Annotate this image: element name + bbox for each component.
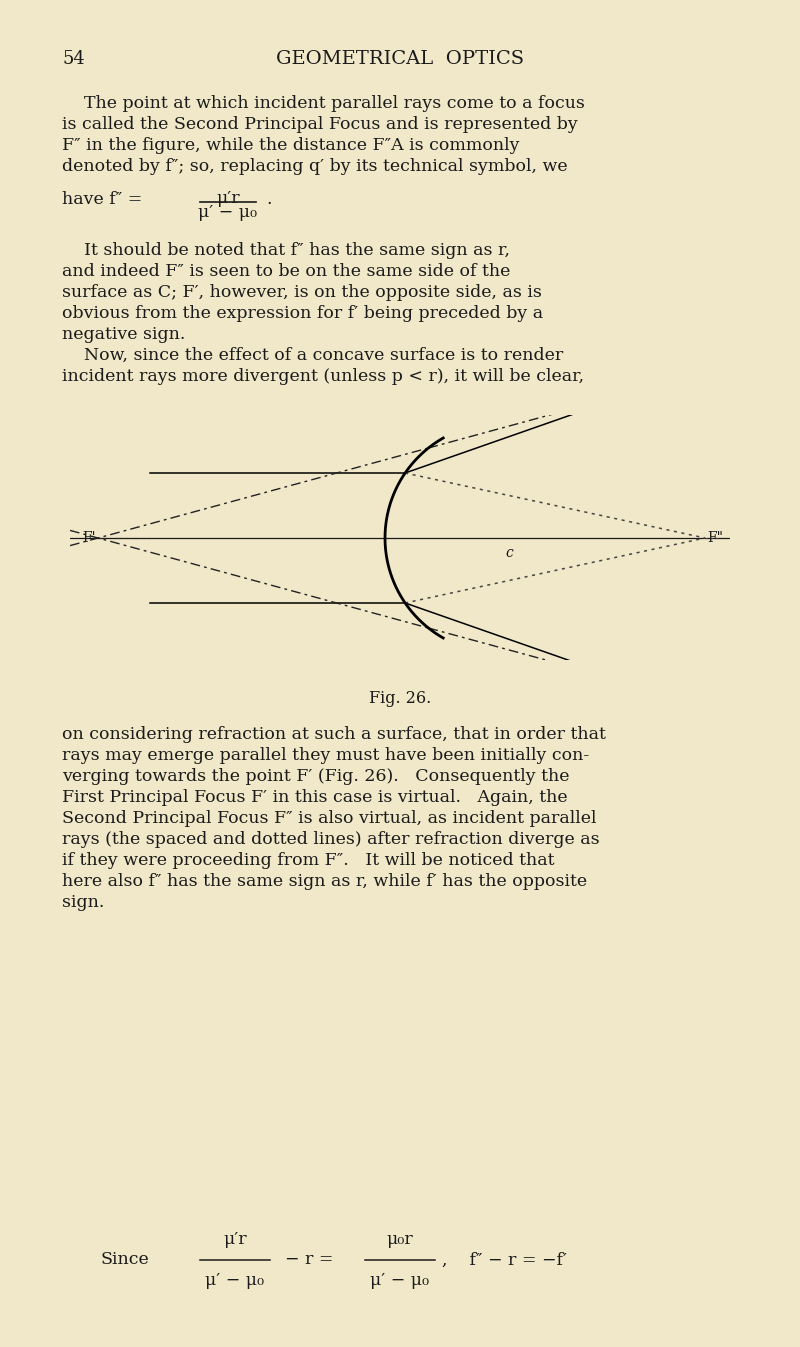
- Text: μ′ − μ₀: μ′ − μ₀: [206, 1272, 265, 1289]
- Text: ,    f″ − r = −f′: , f″ − r = −f′: [442, 1251, 567, 1269]
- Text: Now, since the effect of a concave surface is to render: Now, since the effect of a concave surfa…: [62, 348, 563, 364]
- Text: here also f″ has the same sign as r, while f′ has the opposite: here also f″ has the same sign as r, whi…: [62, 873, 587, 890]
- Text: is called the Second Principal Focus and is represented by: is called the Second Principal Focus and…: [62, 116, 578, 133]
- Text: First Principal Focus F′ in this case is virtual.   Again, the: First Principal Focus F′ in this case is…: [62, 789, 568, 806]
- Text: F″ in the figure, while the distance F″A is commonly: F″ in the figure, while the distance F″A…: [62, 137, 519, 154]
- Text: rays may emerge parallel they must have been initially con-: rays may emerge parallel they must have …: [62, 748, 590, 764]
- Text: if they were proceeding from F″.   It will be noticed that: if they were proceeding from F″. It will…: [62, 853, 554, 869]
- Text: μ′ − μ₀: μ′ − μ₀: [370, 1272, 430, 1289]
- Text: Since: Since: [100, 1251, 149, 1269]
- Text: Second Principal Focus F″ is also virtual, as incident parallel: Second Principal Focus F″ is also virtua…: [62, 810, 597, 827]
- Text: μ′r: μ′r: [223, 1231, 247, 1249]
- Text: c: c: [505, 546, 513, 560]
- Text: rays (the spaced and dotted lines) after refraction diverge as: rays (the spaced and dotted lines) after…: [62, 831, 600, 849]
- Text: μ′ − μ₀: μ′ − μ₀: [198, 203, 258, 221]
- Text: obvious from the expression for f′ being preceded by a: obvious from the expression for f′ being…: [62, 304, 543, 322]
- Text: surface as C; F′, however, is on the opposite side, as is: surface as C; F′, however, is on the opp…: [62, 284, 542, 300]
- Text: F': F': [82, 531, 96, 546]
- Text: μ′r: μ′r: [216, 190, 240, 207]
- Text: and indeed F″ is seen to be on the same side of the: and indeed F″ is seen to be on the same …: [62, 263, 510, 280]
- Text: μ₀r: μ₀r: [386, 1231, 414, 1249]
- Text: have f″ =: have f″ =: [62, 191, 148, 209]
- Text: Fig. 26.: Fig. 26.: [369, 690, 431, 707]
- Text: incident rays more divergent (unless p < r), it will be clear,: incident rays more divergent (unless p <…: [62, 368, 584, 385]
- Text: denoted by f″; so, replacing q′ by its technical symbol, we: denoted by f″; so, replacing q′ by its t…: [62, 158, 568, 175]
- Text: 54: 54: [62, 50, 85, 67]
- Text: The point at which incident parallel rays come to a focus: The point at which incident parallel ray…: [62, 96, 585, 112]
- Text: It should be noted that f″ has the same sign as r,: It should be noted that f″ has the same …: [62, 242, 510, 259]
- Text: verging towards the point F′ (Fig. 26).   Consequently the: verging towards the point F′ (Fig. 26). …: [62, 768, 570, 785]
- Text: GEOMETRICAL  OPTICS: GEOMETRICAL OPTICS: [276, 50, 524, 67]
- Text: F": F": [707, 531, 723, 546]
- Text: − r =: − r =: [285, 1251, 334, 1269]
- Text: negative sign.: negative sign.: [62, 326, 186, 343]
- Text: .: .: [266, 191, 271, 209]
- Text: on considering refraction at such a surface, that in order that: on considering refraction at such a surf…: [62, 726, 606, 744]
- Text: sign.: sign.: [62, 894, 104, 911]
